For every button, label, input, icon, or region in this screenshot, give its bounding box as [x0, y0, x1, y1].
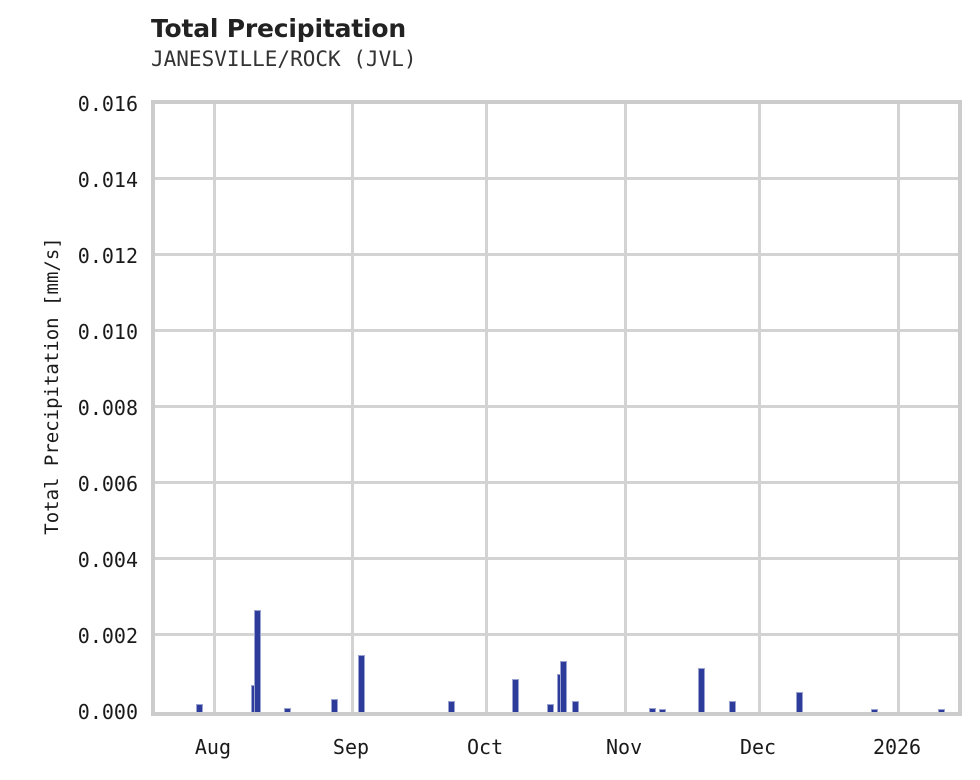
bar-series [151, 100, 962, 716]
bar [253, 610, 261, 712]
x-axis-tick-label: Oct [466, 735, 504, 759]
y-axis-tick-label: 0.012 [77, 244, 138, 268]
page-title: Total Precipitation [151, 14, 406, 43]
x-axis-tick-label: Sep [332, 735, 370, 759]
bar [358, 655, 366, 712]
chart-subtitle: JANESVILLE/ROCK (JVL) [151, 47, 417, 71]
plot-area [151, 100, 962, 716]
bar [196, 704, 203, 712]
gridline-horizontal [151, 633, 962, 636]
title-block: Total Precipitation JANESVILLE/ROCK (JVL… [151, 14, 851, 72]
gridline-vertical [758, 100, 762, 716]
gridline-vertical [350, 100, 354, 716]
axis-spine-left [151, 100, 155, 716]
x-axis-tick-label: Dec [739, 735, 777, 759]
bar [547, 704, 555, 712]
gridline-horizontal [151, 253, 962, 256]
gridline-vertical [485, 100, 489, 716]
axis-spine-top [151, 100, 962, 104]
x-axis-tick-label: 2026 [872, 735, 922, 759]
bar [698, 668, 706, 712]
bar [571, 700, 579, 712]
bar [796, 692, 804, 712]
gridline-vertical [897, 100, 901, 716]
gridline-horizontal [151, 557, 962, 560]
bar [448, 701, 456, 712]
bar [871, 709, 879, 712]
gridline-horizontal [151, 177, 962, 180]
y-axis-tick-label: 0.014 [77, 168, 138, 192]
bar [649, 708, 657, 712]
y-axis-tick-label: 0.016 [77, 92, 138, 116]
bar [659, 708, 667, 712]
gridline-vertical [212, 100, 216, 716]
gridline-horizontal [151, 329, 962, 332]
gridline-vertical [624, 100, 628, 716]
axis-spine-right [958, 100, 962, 716]
bar [512, 678, 520, 712]
gridline-horizontal [151, 405, 962, 408]
bar [331, 698, 339, 712]
x-axis-tick-label: Nov [605, 735, 643, 759]
bar [729, 700, 737, 712]
bar [284, 708, 291, 712]
y-axis-tick-label: 0.004 [77, 548, 138, 572]
y-axis-title: Total Precipitation [mm/s] [41, 237, 63, 535]
x-axis-tick-label: Aug [194, 735, 232, 759]
y-axis-tick-label: 0.000 [77, 700, 138, 724]
axis-spine-bottom [151, 712, 962, 716]
y-axis-tick-label: 0.006 [77, 472, 138, 496]
y-axis-tick-label: 0.008 [77, 396, 138, 420]
y-axis-tick-label: 0.002 [77, 624, 138, 648]
y-axis-tick-label: 0.010 [77, 320, 138, 344]
gridline-horizontal [151, 481, 962, 484]
bar [938, 709, 946, 712]
bar [559, 661, 567, 712]
